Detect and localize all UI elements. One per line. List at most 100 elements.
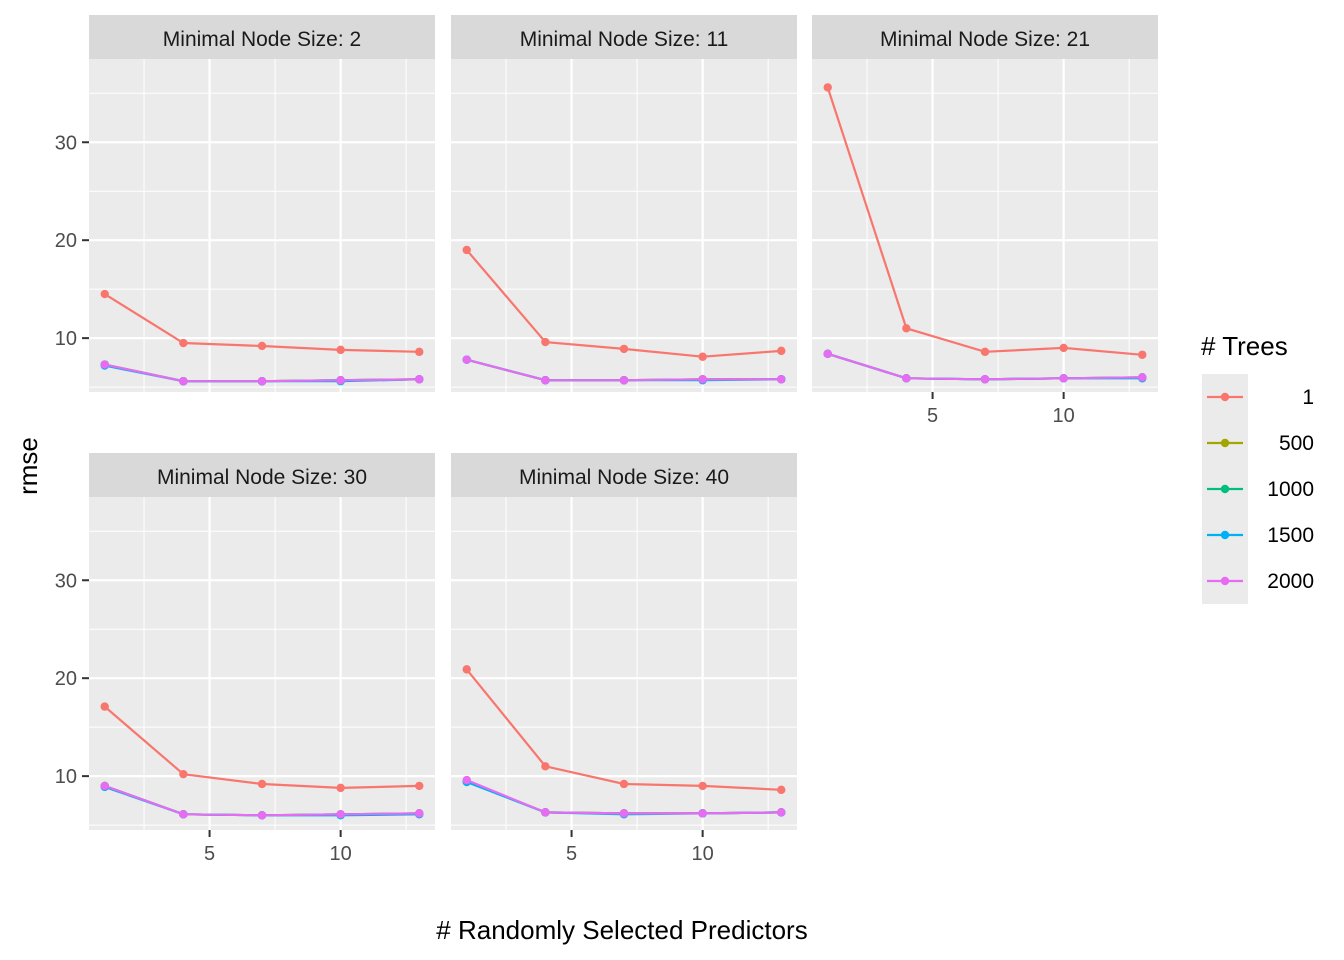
facet-strip-label: Minimal Node Size: 30 bbox=[157, 466, 367, 489]
data-point-1 bbox=[902, 324, 911, 333]
legend-key-point bbox=[1220, 530, 1230, 540]
facet-strip-label: Minimal Node Size: 11 bbox=[520, 28, 729, 51]
data-point-2000 bbox=[1059, 374, 1068, 383]
data-point-2000 bbox=[777, 375, 786, 384]
x-tick-label: 5 bbox=[566, 843, 577, 865]
data-point-1 bbox=[980, 347, 990, 357]
data-point-1 bbox=[100, 289, 109, 299]
y-tick-label: 20 bbox=[55, 668, 77, 690]
data-point-2000 bbox=[415, 809, 424, 818]
legend-entry: 500 bbox=[1207, 432, 1314, 455]
data-point-2000 bbox=[541, 376, 550, 385]
data-point-1 bbox=[415, 347, 424, 357]
x-tick-label: 10 bbox=[1053, 405, 1075, 427]
facet-strip-label: Minimal Node Size: 21 bbox=[880, 28, 1090, 51]
legend-label: 500 bbox=[1279, 432, 1314, 455]
facet-strip bbox=[451, 15, 797, 59]
data-point-2000 bbox=[336, 376, 345, 385]
data-point-1 bbox=[698, 352, 707, 361]
panel-background bbox=[812, 59, 1158, 392]
data-point-2000 bbox=[462, 775, 471, 785]
y-tick-label: 10 bbox=[55, 328, 77, 350]
y-axis-title: rmse bbox=[13, 437, 43, 495]
data-point-2000 bbox=[619, 809, 629, 818]
data-point-2000 bbox=[1138, 373, 1147, 382]
panel-background bbox=[89, 497, 435, 830]
y-tick-label: 30 bbox=[55, 132, 77, 154]
legend-key-point bbox=[1220, 392, 1230, 402]
data-point-1 bbox=[415, 781, 424, 791]
data-point-1 bbox=[336, 783, 345, 793]
data-point-2000 bbox=[257, 377, 267, 386]
data-point-2000 bbox=[257, 811, 267, 820]
legend-entry: 2000 bbox=[1207, 570, 1314, 593]
data-point-2000 bbox=[415, 375, 424, 384]
data-point-1 bbox=[462, 665, 471, 674]
legend-entry: 1500 bbox=[1207, 524, 1314, 547]
panel-background bbox=[451, 59, 797, 392]
legend-label: 1500 bbox=[1267, 524, 1314, 547]
data-point-1 bbox=[619, 779, 629, 789]
data-point-1 bbox=[179, 769, 188, 779]
data-point-1 bbox=[1059, 343, 1068, 353]
data-point-2000 bbox=[541, 808, 550, 817]
data-point-1 bbox=[777, 346, 786, 356]
data-point-1 bbox=[100, 702, 109, 711]
legend-entry: 1000 bbox=[1207, 478, 1314, 501]
data-point-2000 bbox=[698, 809, 707, 818]
data-point-1 bbox=[698, 781, 707, 791]
facet-panel: Minimal Node Size: 21 bbox=[812, 15, 1158, 392]
data-point-2000 bbox=[823, 349, 832, 359]
legend-entry: 1 bbox=[1207, 386, 1314, 409]
data-point-2000 bbox=[179, 377, 188, 386]
x-tick-label: 5 bbox=[927, 405, 938, 427]
facet-panel: Minimal Node Size: 2 bbox=[89, 15, 435, 392]
data-point-2000 bbox=[100, 360, 109, 369]
data-point-1 bbox=[462, 245, 471, 255]
y-tick-label: 20 bbox=[55, 230, 77, 252]
data-point-2000 bbox=[619, 376, 629, 385]
data-point-2000 bbox=[902, 374, 911, 383]
facet-strip bbox=[89, 453, 435, 497]
facet-panel: Minimal Node Size: 30 bbox=[89, 453, 435, 830]
legend-label: 2000 bbox=[1267, 570, 1314, 593]
facet-strip bbox=[451, 453, 797, 497]
data-point-2000 bbox=[179, 810, 188, 819]
data-point-1 bbox=[336, 345, 345, 355]
x-axis-title: # Randomly Selected Predictors bbox=[436, 915, 807, 945]
x-tick-label: 5 bbox=[204, 843, 215, 865]
facet-strip bbox=[89, 15, 435, 59]
data-point-2000 bbox=[100, 781, 109, 791]
data-point-1 bbox=[777, 785, 786, 795]
data-point-1 bbox=[257, 341, 267, 351]
legend-title: # Trees bbox=[1201, 331, 1288, 361]
data-point-1 bbox=[541, 762, 550, 771]
legend-key-point bbox=[1220, 438, 1230, 448]
facet-panel: Minimal Node Size: 11 bbox=[451, 15, 797, 392]
data-point-1 bbox=[257, 779, 267, 789]
data-point-2000 bbox=[698, 375, 707, 384]
data-point-2000 bbox=[462, 355, 471, 364]
y-tick-label: 10 bbox=[55, 766, 77, 788]
legend-key-point bbox=[1220, 576, 1230, 586]
data-point-1 bbox=[179, 338, 188, 348]
panel-background bbox=[89, 59, 435, 392]
facet-strip bbox=[812, 15, 1158, 59]
legend-label: 1 bbox=[1302, 386, 1314, 409]
data-point-2000 bbox=[336, 810, 345, 819]
x-tick-label: 10 bbox=[692, 843, 714, 865]
x-tick-label: 10 bbox=[330, 843, 352, 865]
data-point-2000 bbox=[980, 375, 990, 384]
y-tick-label: 30 bbox=[55, 570, 77, 592]
facet-strip-label: Minimal Node Size: 40 bbox=[519, 466, 729, 489]
data-point-1 bbox=[541, 337, 550, 347]
legend-key-point bbox=[1220, 484, 1230, 494]
data-point-2000 bbox=[777, 808, 786, 817]
legend-label: 1000 bbox=[1267, 478, 1314, 501]
data-point-1 bbox=[1138, 350, 1147, 359]
panel-background bbox=[451, 497, 797, 830]
facet-panel: Minimal Node Size: 40 bbox=[451, 453, 797, 830]
facet-strip-label: Minimal Node Size: 2 bbox=[163, 28, 361, 51]
